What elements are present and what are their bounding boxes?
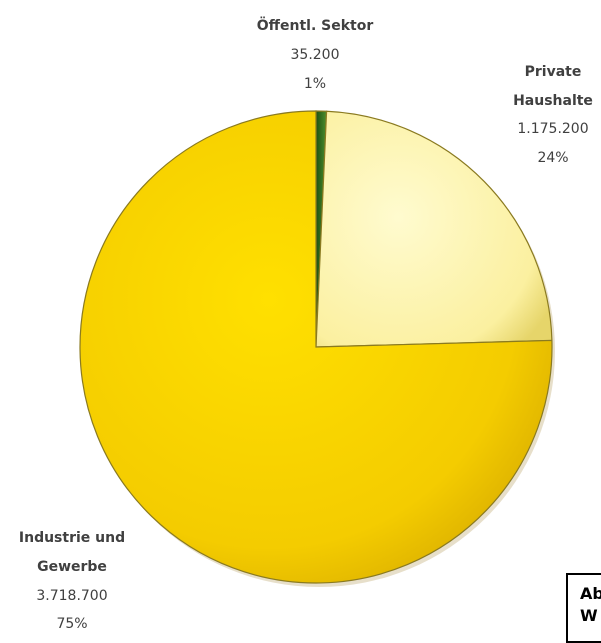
label-private-name-1: Private: [525, 64, 582, 80]
slice-industrie-gewerbe: [79, 110, 553, 584]
figure-caption-box: Ab W: [566, 573, 601, 643]
label-industrie-value: 3.718.700: [36, 588, 107, 604]
slice-private-haushalte: [315, 110, 553, 348]
label-private-value: 1.175.200: [517, 121, 588, 137]
caption-line-2: W: [580, 606, 598, 625]
label-private-percent: 24%: [537, 150, 568, 166]
label-oeffentl-name: Öffentl. Sektor: [257, 16, 374, 34]
pie-slices: [79, 110, 555, 587]
label-oeffentl-value: 35.200: [291, 47, 340, 63]
label-industrie-name-1: Industrie und: [19, 530, 125, 546]
label-oeffentl-percent: 1%: [304, 76, 326, 92]
slice-labels: Öffentl. Sektor 35.200 1% Private Hausha…: [19, 16, 593, 632]
label-industrie-percent: 75%: [56, 616, 87, 632]
caption-line-1: Ab: [580, 584, 601, 603]
label-industrie-name-2: Gewerbe: [37, 559, 107, 575]
label-private-name-2: Haushalte: [513, 93, 593, 109]
